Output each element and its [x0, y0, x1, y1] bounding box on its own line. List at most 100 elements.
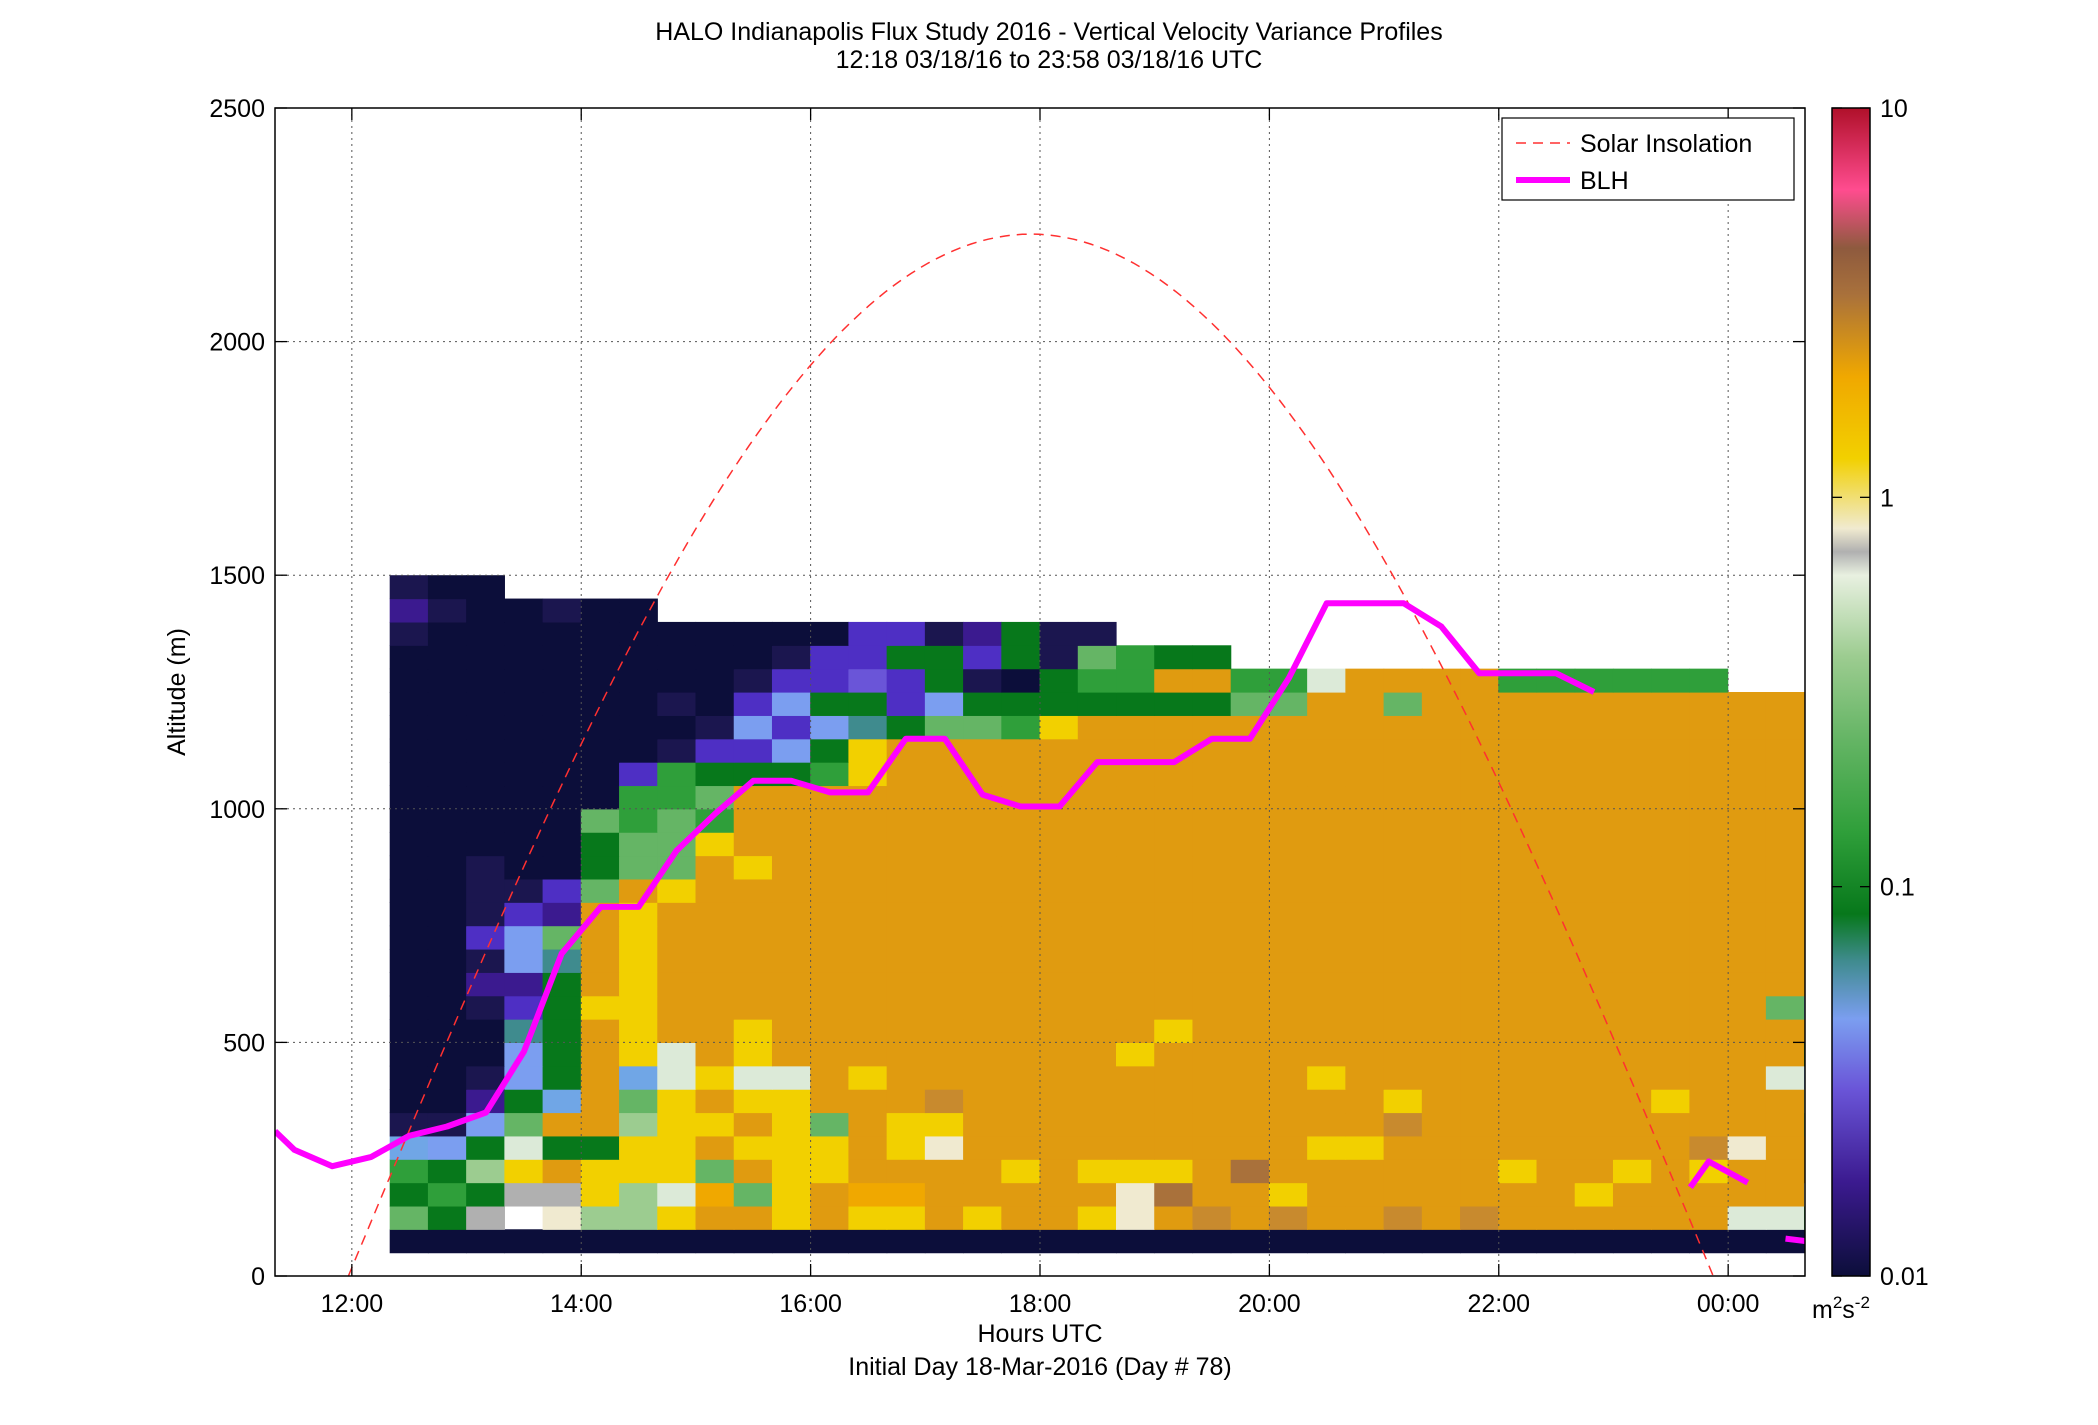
heatmap-cell: [886, 878, 926, 903]
heatmap-cell: [580, 1135, 620, 1160]
x-tick-label: 00:00: [1697, 1290, 1760, 1318]
heatmap-cell: [504, 1182, 544, 1207]
heatmap-cell: [657, 878, 697, 903]
heatmap-cell: [580, 1112, 620, 1137]
heatmap-cell: [1116, 1089, 1155, 1114]
heatmap-cell: [1001, 1182, 1041, 1207]
heatmap-cell: [427, 972, 467, 997]
heatmap-cell: [619, 598, 658, 623]
heatmap-cell: [1383, 1229, 1423, 1254]
heatmap-cell: [1460, 1042, 1499, 1067]
heatmap-cell: [1460, 948, 1499, 973]
heatmap-cell: [810, 878, 850, 903]
heatmap-cell: [542, 995, 582, 1020]
heatmap-cell: [1307, 1065, 1346, 1090]
heatmap-cell: [695, 1042, 735, 1067]
heatmap-cell: [848, 1205, 888, 1230]
colorbar-tick-label: 0.01: [1880, 1263, 1929, 1291]
heatmap-cell: [1919, 926, 1958, 950]
heatmap-cell: [466, 1182, 505, 1207]
heatmap-cell: [1307, 785, 1346, 810]
heatmap-cell: [1116, 1182, 1155, 1207]
heatmap-cell: [1460, 1089, 1499, 1114]
heatmap-cell: [1765, 808, 1805, 833]
heatmap-cell: [1154, 668, 1194, 693]
heatmap-cell: [886, 1182, 926, 1207]
y-axis-label: Altitude (m): [163, 628, 191, 756]
heatmap-cell: [1727, 762, 1767, 787]
heatmap-cell: [1689, 1182, 1729, 1207]
heatmap-cell: [1039, 1089, 1079, 1114]
heatmap-cell: [1268, 1089, 1308, 1114]
heatmap-cell: [1421, 715, 1461, 740]
heatmap-cell: [1765, 738, 1805, 763]
heatmap-cell: [1001, 1159, 1041, 1184]
x-axis-label: Hours UTC: [977, 1320, 1102, 1348]
heatmap-cell: [580, 855, 620, 880]
heatmap-cell: [1268, 925, 1308, 950]
heatmap-cell: [1192, 692, 1232, 716]
heatmap-cell: [886, 1065, 926, 1090]
heatmap-cell: [1192, 1089, 1232, 1114]
heatmap-cell: [657, 1229, 697, 1254]
heatmap-cell: [1307, 762, 1346, 787]
heatmap-cell: [733, 832, 773, 857]
heatmap-cell: [886, 1205, 926, 1230]
heatmap-cell: [1345, 855, 1385, 880]
heatmap-cell: [1689, 808, 1729, 833]
heatmap-cell: [1574, 1065, 1614, 1090]
heatmap-cell: [695, 1019, 735, 1043]
heatmap-cell: [1116, 692, 1155, 716]
heatmap-cell: [1689, 762, 1729, 787]
heatmap-cell: [1345, 995, 1385, 1020]
heatmap-cell: [810, 1205, 850, 1230]
heatmap-cell: [1154, 715, 1194, 740]
heatmap-cell: [1421, 995, 1461, 1020]
heatmap-cell: [389, 692, 429, 716]
heatmap-cell: [1116, 1159, 1155, 1184]
heatmap-cell: [657, 948, 697, 973]
heatmap-cell: [1192, 1229, 1232, 1254]
heatmap-cell: [733, 1065, 773, 1090]
heatmap-cell: [657, 762, 697, 787]
heatmap-cell: [1460, 878, 1499, 903]
heatmap-cell: [619, 762, 658, 787]
heatmap-cell: [733, 972, 773, 997]
heatmap-cell: [542, 878, 582, 903]
heatmap-cell: [1689, 1042, 1729, 1067]
heatmap-cell: [504, 621, 544, 646]
heatmap-cell: [466, 832, 505, 857]
heatmap-cell: [1077, 1229, 1117, 1254]
heatmap-cell: [466, 1229, 505, 1254]
heatmap-cell: [1192, 668, 1232, 693]
heatmap-cell: [427, 621, 467, 646]
heatmap-cell: [1192, 1042, 1232, 1067]
heatmap-cell: [427, 598, 467, 623]
heatmap-cell: [1383, 878, 1423, 903]
heatmap-cell: [1498, 1112, 1538, 1137]
heatmap-cell: [1307, 1112, 1346, 1137]
heatmap-cell: [1039, 855, 1079, 880]
heatmap-cell: [580, 878, 620, 903]
heatmap-cell: [1230, 925, 1270, 950]
heatmap-cell: [963, 668, 1002, 693]
heatmap-cell: [848, 1042, 888, 1067]
heatmap-cell: [1077, 692, 1117, 716]
heatmap-cell: [427, 1089, 467, 1114]
heatmap-cell: [1765, 902, 1805, 927]
heatmap-cell: [389, 1182, 429, 1207]
heatmap-cell: [1765, 1135, 1805, 1160]
heatmap-cell: [924, 668, 964, 693]
heatmap-cell: [1460, 762, 1499, 787]
heatmap-cell: [1574, 995, 1614, 1020]
heatmap-cell: [1689, 1065, 1729, 1090]
heatmap-cell: [733, 1182, 773, 1207]
solar-insolation-line: [347, 233, 1714, 1276]
heatmap-cell: [389, 995, 429, 1020]
heatmap-cell: [733, 1089, 773, 1114]
heatmap-cell: [886, 668, 926, 693]
heatmap-cell: [427, 878, 467, 903]
heatmap-cell: [427, 948, 467, 973]
heatmap-cell: [695, 692, 735, 716]
heatmap-cell: [810, 1019, 850, 1043]
